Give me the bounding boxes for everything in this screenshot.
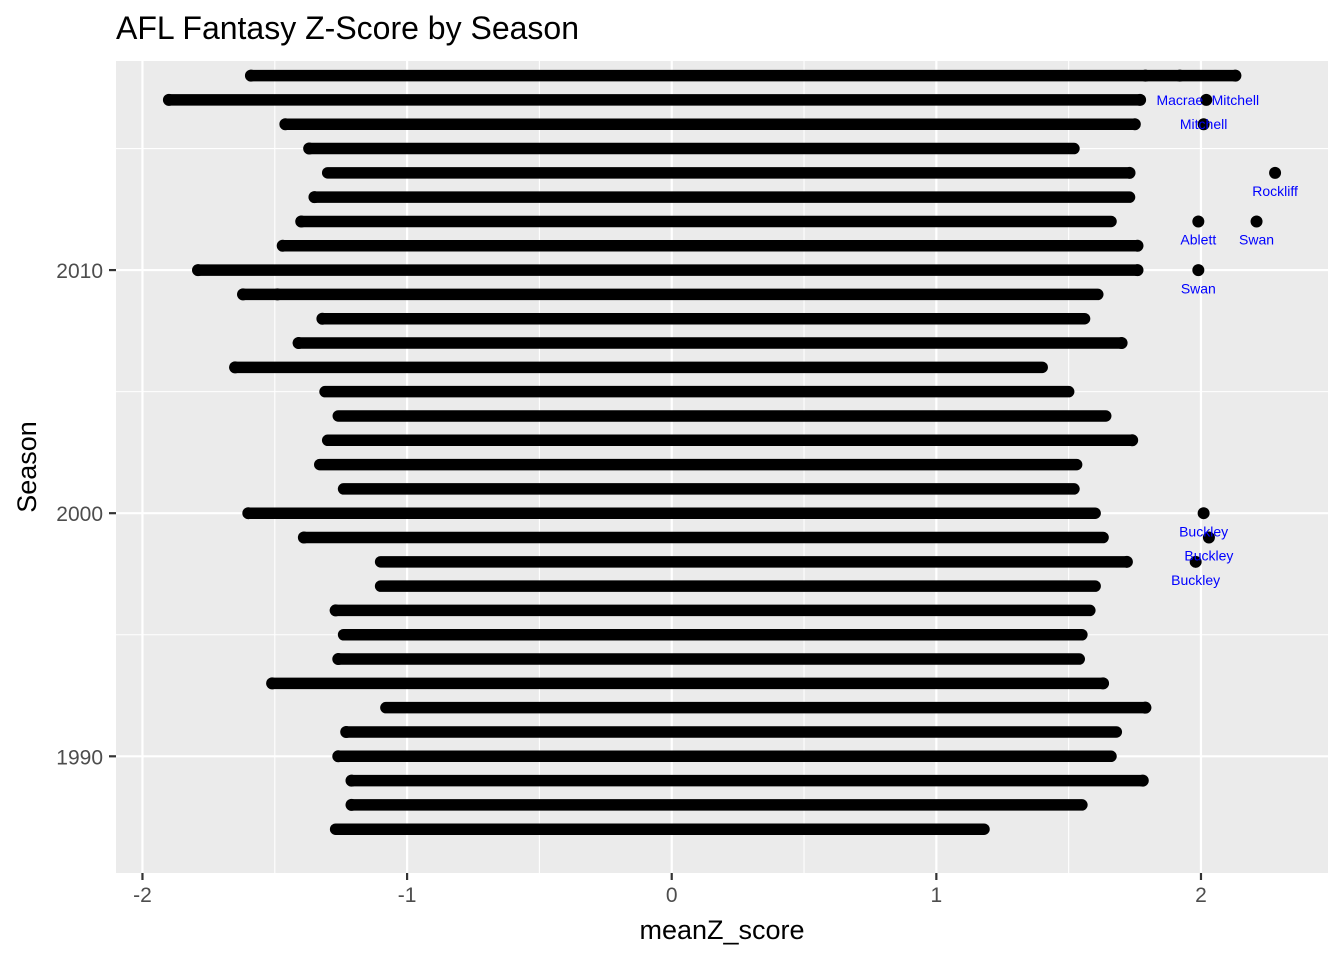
data-point (303, 142, 316, 155)
data-point (279, 118, 292, 131)
data-point (292, 337, 305, 350)
point-label: Ablett (1180, 232, 1216, 248)
outlier-points (162, 69, 1282, 811)
data-point (1192, 215, 1205, 228)
x-tick-label: -2 (133, 884, 152, 907)
data-point (1115, 337, 1128, 350)
data-point (1097, 677, 1110, 690)
point-label: Buckley (1179, 523, 1228, 539)
data-point (229, 361, 242, 374)
y-tick-label: 1990 (56, 746, 103, 769)
data-point (1229, 69, 1242, 82)
data-point (1128, 118, 1141, 131)
data-point (276, 239, 289, 252)
data-point (162, 93, 175, 106)
data-point (329, 604, 342, 617)
x-axis: -2 -1 0 1 2 (133, 873, 1207, 907)
data-point (1250, 215, 1263, 228)
y-axis: 1990 2000 2010 (56, 260, 116, 769)
data-point (340, 725, 353, 738)
data-point (1189, 555, 1202, 568)
data-point (1197, 507, 1210, 520)
point-label: Buckley (1184, 548, 1233, 564)
point-label: Buckley (1171, 572, 1220, 588)
data-point (242, 507, 255, 520)
data-point (1131, 264, 1144, 277)
y-axis-title: Season (12, 421, 42, 513)
player-labels: Macrae Mitchell Mitchell Rockliff Ablett Swan… (1156, 92, 1298, 588)
point-label: Rockliff (1252, 183, 1298, 199)
season-point-rows (163, 69, 1242, 835)
data-point (1120, 555, 1133, 568)
data-point (1126, 434, 1139, 447)
y-tick-label: 2000 (56, 503, 103, 526)
point-label: Swan (1181, 280, 1216, 296)
x-tick-label: 2 (1195, 884, 1207, 907)
data-point (345, 798, 358, 811)
chart-title: AFL Fantasy Z-Score by Season (116, 10, 579, 46)
point-label: Macrae (1156, 92, 1203, 108)
data-point (297, 531, 310, 544)
y-tick-label: 2010 (56, 260, 103, 283)
x-tick-label: -1 (398, 884, 417, 907)
data-point (345, 774, 358, 787)
data-point (1173, 69, 1186, 82)
data-point (1192, 264, 1205, 277)
data-point (1134, 93, 1147, 106)
data-point (1202, 531, 1215, 544)
data-point (1269, 166, 1282, 179)
data-point (244, 69, 257, 82)
data-point (332, 750, 345, 763)
data-point (1197, 118, 1210, 131)
x-tick-label: 1 (931, 884, 943, 907)
point-label: Mitchell (1212, 92, 1259, 108)
data-point (237, 288, 250, 301)
data-point (1131, 239, 1144, 252)
point-label: Swan (1239, 232, 1274, 248)
x-axis-title: meanZ_score (639, 915, 804, 945)
data-point (271, 288, 284, 301)
data-point (316, 312, 329, 325)
data-point (192, 264, 205, 277)
data-point (1136, 774, 1149, 787)
data-point (1139, 701, 1152, 714)
data-point (1139, 69, 1152, 82)
data-point (1123, 166, 1136, 179)
data-point (266, 677, 279, 690)
data-point (1200, 93, 1213, 106)
point-label: Mitchell (1180, 116, 1227, 132)
data-point (295, 215, 308, 228)
data-point (332, 653, 345, 666)
data-point (308, 191, 321, 204)
x-tick-label: 0 (666, 884, 678, 907)
